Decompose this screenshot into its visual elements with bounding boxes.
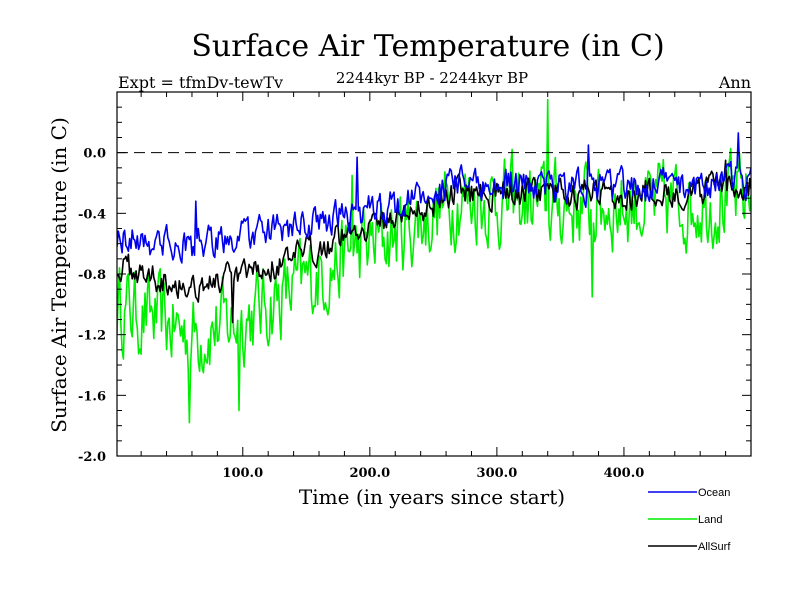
- series-line-land: [117, 98, 751, 424]
- experiment-label: Expt = tfmDv-tewTv: [118, 73, 283, 92]
- y-tick-label: -1.6: [78, 389, 106, 404]
- legend-label-allsurf: AllSurf: [698, 541, 731, 553]
- chart-subtitle: 2244kyr BP - 2244kyr BP: [336, 69, 528, 87]
- legend: Ocean Land AllSurf: [648, 487, 731, 553]
- axis-layer: 100.0 200.0 300.0 400.0 -2.0 -1.6 -1.2 -0.8 -0.4…: [78, 91, 752, 481]
- y-tick-label: -2.0: [78, 450, 106, 465]
- y-tick-label: 0.0: [83, 147, 106, 162]
- y-tick-label: -1.2: [78, 329, 106, 344]
- legend-label-ocean: Ocean: [698, 487, 730, 499]
- x-tick-label: 100.0: [222, 466, 263, 481]
- season-label: Ann: [718, 73, 751, 92]
- x-tick-label: 300.0: [477, 466, 518, 481]
- y-tick-label: -0.8: [78, 268, 106, 283]
- x-axis-label: Time (in years since start): [299, 485, 565, 509]
- y-axis-label: Surface Air Temperature (in C): [47, 117, 71, 433]
- legend-label-land: Land: [698, 514, 722, 526]
- x-tick-label: 400.0: [604, 466, 645, 481]
- y-tick-label: -0.4: [78, 207, 106, 222]
- series-line-ocean: [117, 132, 751, 264]
- x-tick-label: 200.0: [349, 466, 390, 481]
- plot-frame: [116, 91, 752, 457]
- chart-title: Surface Air Temperature (in C): [191, 29, 664, 64]
- series-layer: [117, 98, 751, 424]
- series-line-allsurf: [117, 159, 751, 324]
